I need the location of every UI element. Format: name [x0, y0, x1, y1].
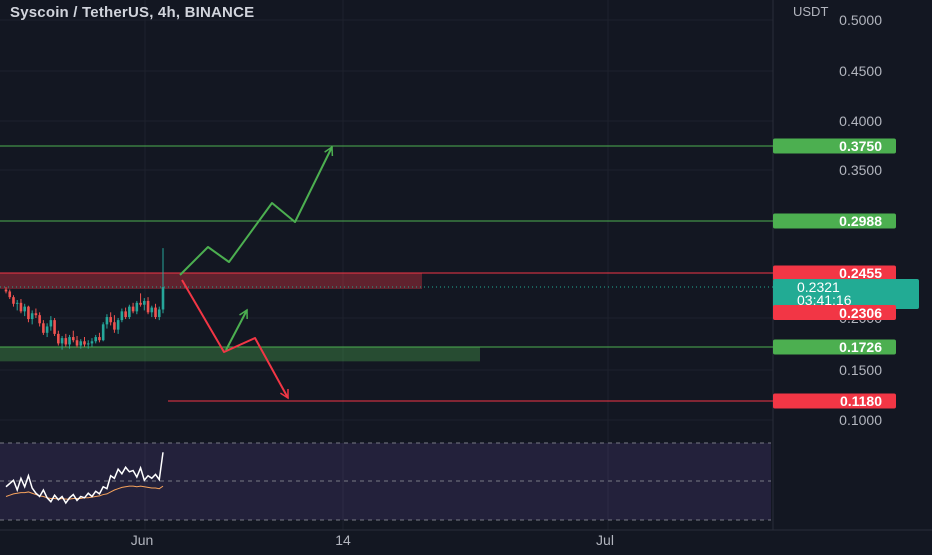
candle-body [12, 297, 15, 304]
candle-body [4, 289, 8, 292]
candle-body [109, 317, 112, 323]
support-zone [0, 347, 480, 362]
price-tick-label: 0.1500 [839, 362, 882, 378]
candle-body [101, 324, 105, 341]
bounce-projection[interactable] [225, 309, 248, 351]
price-level-0.1726-badge[interactable] [773, 339, 896, 355]
candle-body [135, 302, 139, 312]
candle-body [105, 317, 109, 325]
candle-body [146, 300, 150, 313]
time-tick-label: Jun [131, 532, 154, 548]
resistance-zone [0, 273, 422, 289]
candle-body [83, 341, 86, 345]
candle-body [27, 306, 30, 320]
price-level-0.2455-badge[interactable] [773, 265, 896, 281]
price-level-0.1180-label: 0.1180 [840, 393, 882, 409]
candle-body [150, 307, 154, 313]
candle-body [143, 300, 146, 305]
candle-body [42, 323, 45, 333]
candle-body [49, 320, 53, 327]
bid-price-label: 0.2306 [839, 305, 882, 321]
candle-body [79, 341, 83, 346]
price-tick-label: 0.5000 [839, 12, 882, 28]
candle-body [19, 302, 23, 312]
bullish-projection[interactable] [179, 146, 333, 276]
price-tick-label: 0.3500 [839, 162, 882, 178]
time-tick-label: Jul [596, 532, 614, 548]
price-tick-label: 0.1000 [839, 412, 882, 428]
current-price-label: 0.2321 [797, 279, 840, 295]
price-tick-label: 0.4000 [839, 113, 882, 129]
candle-body [98, 337, 101, 341]
bar-countdown-label: 03:41:16 [797, 292, 852, 308]
candle-body [120, 311, 124, 321]
bearish-projection[interactable] [181, 279, 289, 399]
candle-body [38, 315, 41, 324]
rsi-line [5, 452, 164, 505]
candle-body [113, 322, 116, 330]
price-level-0.2988-badge[interactable] [773, 213, 896, 229]
price-level-0.3750-badge[interactable] [773, 138, 896, 154]
candle-body [23, 306, 26, 312]
candle-body [139, 302, 142, 305]
candle-body [15, 302, 19, 304]
price-level-0.2988-label: 0.2988 [839, 213, 882, 229]
candle-body [53, 320, 56, 334]
candle-body [94, 337, 98, 342]
candle-body [64, 338, 68, 345]
candle-body [71, 337, 75, 341]
price-unit-label: USDT [793, 4, 829, 19]
current-price-badge[interactable] [773, 279, 919, 309]
bearish-projection-arrowhead [280, 388, 289, 400]
candle-body [131, 306, 135, 312]
time-tick-label: 14 [335, 532, 351, 548]
candle-body [86, 343, 90, 345]
price-level-0.1180-badge[interactable] [773, 393, 896, 409]
candle-body [116, 320, 120, 330]
bid-price-badge[interactable] [773, 305, 896, 320]
candle-body [57, 333, 60, 344]
candle-body [161, 287, 165, 310]
candle-body [45, 326, 49, 333]
price-tick-label: 0.4500 [839, 63, 882, 79]
candle-body [124, 311, 127, 318]
bounce-projection-arrowhead [239, 308, 248, 320]
price-level-0.2455-label: 0.2455 [839, 265, 882, 281]
candle-body [90, 341, 94, 344]
candle-body [154, 307, 157, 318]
candle-body [60, 338, 64, 344]
candle-body [128, 306, 131, 318]
candle-body [30, 313, 34, 320]
candle-body [34, 313, 38, 316]
price-level-0.3750-label: 0.3750 [839, 138, 882, 154]
candle-body [8, 291, 12, 298]
candle-body [68, 337, 71, 345]
candle-body [75, 340, 79, 346]
symbol-title[interactable]: Syscoin / TetherUS, 4h, BINANCE [10, 4, 255, 21]
price-level-0.1726-label: 0.1726 [839, 339, 882, 355]
bullish-projection-arrowhead [324, 145, 334, 157]
candle-body [157, 309, 161, 318]
